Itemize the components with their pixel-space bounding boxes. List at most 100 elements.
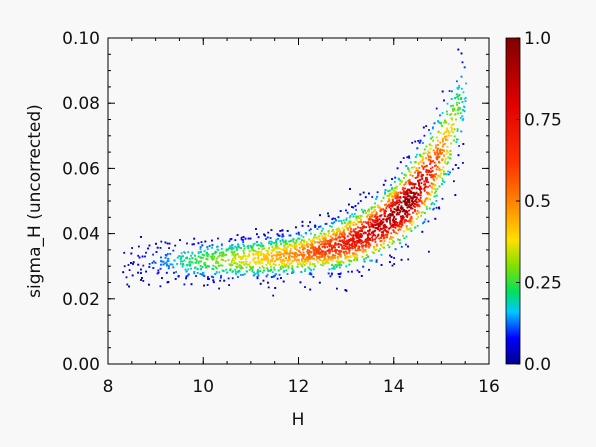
density-point — [278, 273, 281, 276]
density-point — [408, 228, 410, 231]
density-point — [391, 212, 394, 215]
density-point — [395, 218, 397, 220]
density-point — [256, 241, 258, 243]
density-point — [323, 256, 326, 258]
density-point — [406, 156, 409, 159]
density-point — [392, 192, 395, 195]
density-point — [384, 203, 386, 206]
density-point — [461, 87, 463, 90]
density-point — [208, 265, 210, 268]
density-point — [248, 253, 250, 256]
density-point — [283, 255, 285, 257]
density-point — [399, 211, 401, 214]
density-point — [302, 236, 305, 238]
density-point — [443, 99, 445, 102]
density-point — [436, 166, 439, 168]
density-point — [327, 272, 330, 275]
density-point — [131, 247, 133, 249]
density-point — [417, 198, 420, 201]
y-axis-label: sigma_H (uncorrected) — [25, 104, 45, 298]
density-point — [436, 149, 439, 152]
density-point — [347, 259, 350, 262]
density-point — [338, 275, 341, 278]
density-point — [325, 222, 328, 225]
density-point — [429, 171, 432, 173]
density-point — [324, 254, 327, 257]
density-point — [343, 225, 346, 228]
density-point — [123, 265, 126, 268]
colorbar-tick-label: 0.25 — [524, 274, 562, 294]
density-point — [237, 276, 239, 278]
density-point — [185, 270, 188, 273]
density-point — [403, 187, 406, 190]
density-point — [409, 195, 412, 198]
density-point — [260, 245, 263, 248]
density-point — [350, 228, 352, 230]
density-point — [148, 263, 151, 265]
density-point — [414, 161, 417, 163]
density-point — [332, 254, 335, 256]
density-point — [401, 218, 403, 221]
density-point — [242, 261, 245, 264]
density-point — [327, 234, 330, 237]
density-point — [205, 258, 208, 260]
density-point — [391, 188, 393, 191]
density-point — [435, 164, 437, 167]
density-point — [310, 232, 312, 235]
density-point — [420, 160, 422, 163]
density-point — [309, 228, 312, 231]
density-point — [300, 253, 303, 255]
density-point — [282, 280, 285, 283]
density-point — [331, 218, 334, 221]
density-point — [391, 187, 394, 189]
density-point — [359, 200, 362, 202]
density-point — [267, 231, 270, 234]
density-point — [285, 249, 288, 252]
density-point — [394, 224, 397, 227]
density-point — [345, 217, 348, 220]
density-point — [251, 270, 254, 273]
density-point — [278, 253, 281, 256]
density-point — [387, 214, 390, 217]
density-point — [328, 268, 331, 271]
density-point — [405, 204, 408, 207]
density-point — [307, 243, 310, 246]
density-point — [399, 210, 402, 212]
density-point — [211, 256, 213, 258]
density-point — [398, 203, 401, 206]
density-point — [182, 263, 185, 266]
density-point — [434, 153, 437, 156]
density-point — [408, 209, 411, 212]
density-point — [310, 251, 313, 254]
density-point — [267, 258, 270, 261]
density-point — [205, 266, 207, 269]
density-point — [225, 268, 228, 271]
density-point — [228, 263, 231, 266]
density-point — [426, 173, 429, 176]
density-point — [435, 173, 437, 175]
density-point — [239, 267, 242, 270]
density-point — [346, 227, 348, 229]
density-point — [237, 271, 239, 273]
x-axis-ticks: 8 10 12 14 16 — [103, 38, 500, 397]
density-point — [429, 155, 431, 158]
density-point — [417, 174, 419, 177]
density-point — [242, 241, 245, 243]
density-point — [291, 270, 294, 273]
density-point — [190, 283, 193, 286]
density-point — [284, 239, 287, 242]
density-point — [396, 195, 399, 197]
density-point — [330, 256, 332, 259]
density-point — [307, 252, 310, 255]
density-point — [396, 199, 399, 202]
density-point — [269, 237, 272, 239]
density-point — [319, 225, 322, 228]
density-point — [462, 143, 465, 145]
density-point — [334, 250, 336, 252]
density-point — [338, 230, 341, 232]
density-point — [446, 113, 449, 116]
density-point — [348, 263, 351, 266]
density-point — [257, 244, 260, 246]
density-point — [423, 134, 426, 137]
density-point — [367, 214, 369, 217]
